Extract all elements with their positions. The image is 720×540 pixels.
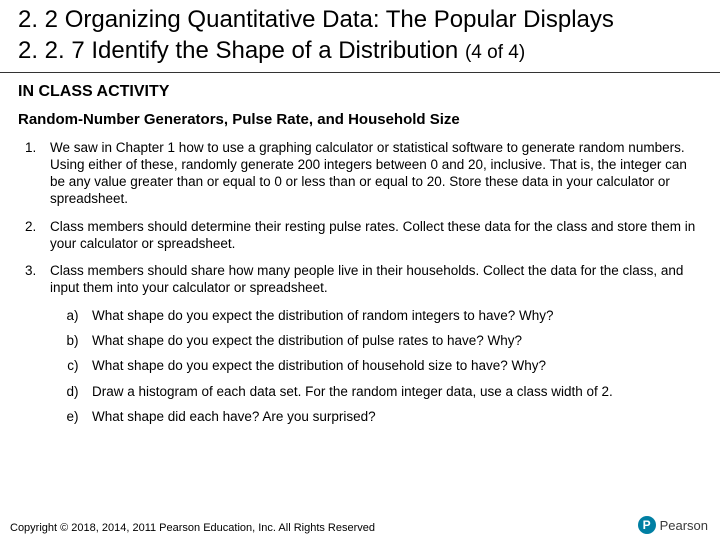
sub-list-item: What shape do you expect the distributio… xyxy=(86,328,696,353)
slide-header: 2. 2 Organizing Quantitative Data: The P… xyxy=(0,0,720,73)
pearson-logo: P Pearson xyxy=(638,516,708,534)
sub-list-item: What shape did each have? Are you surpri… xyxy=(86,404,696,429)
list-item: Class members should determine their res… xyxy=(40,213,696,258)
copyright-footer: Copyright © 2018, 2014, 2011 Pearson Edu… xyxy=(10,522,375,534)
slide-subtitle: 2. 2. 7 Identify the Shape of a Distribu… xyxy=(18,37,702,66)
list-item: We saw in Chapter 1 how to use a graphin… xyxy=(40,134,696,213)
subtitle-note: (4 of 4) xyxy=(465,42,525,63)
list-item: Class members should share how many peop… xyxy=(40,257,696,434)
activity-title: Random-Number Generators, Pulse Rate, an… xyxy=(0,105,720,134)
section-label: IN CLASS ACTIVITY xyxy=(0,73,720,105)
activity-sub-list: What shape do you expect the distributio… xyxy=(50,297,696,429)
subtitle-prefix: 2. 2. 7 Identify the Shape of a Distribu… xyxy=(18,37,465,64)
sub-list-item: What shape do you expect the distributio… xyxy=(86,303,696,328)
sub-list-item: What shape do you expect the distributio… xyxy=(86,353,696,378)
pearson-logo-icon: P xyxy=(638,516,656,534)
list-item-text: Class members should share how many peop… xyxy=(50,263,683,295)
activity-list: We saw in Chapter 1 how to use a graphin… xyxy=(0,134,720,434)
pearson-logo-text: Pearson xyxy=(660,518,708,533)
slide-title: 2. 2 Organizing Quantitative Data: The P… xyxy=(18,6,702,35)
sub-list-item: Draw a histogram of each data set. For t… xyxy=(86,379,696,404)
